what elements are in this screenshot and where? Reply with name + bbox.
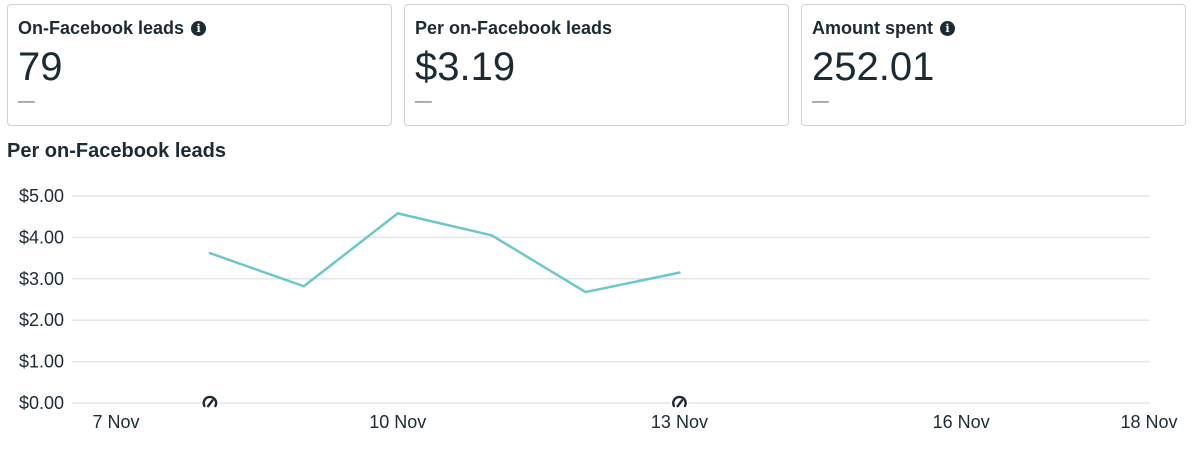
- data-point: [208, 251, 212, 255]
- series-line: [208, 212, 681, 294]
- x-tick-label: 10 Nov: [369, 412, 426, 432]
- metric-comparison: ––: [812, 93, 829, 110]
- y-tick-label: $1.00: [19, 352, 64, 372]
- metric-card-title: Amount spent i: [812, 17, 1175, 39]
- metric-card-cost-per-lead[interactable]: Per on-Facebook leads $3.19 ––: [404, 4, 789, 126]
- x-tick-label: 16 Nov: [933, 412, 990, 432]
- x-tick-label: 7 Nov: [92, 412, 139, 432]
- metric-card-title: On-Facebook leads i: [18, 17, 381, 39]
- y-tick-label: $3.00: [19, 269, 64, 289]
- metric-comparison: ––: [18, 93, 35, 110]
- metric-title-text: Amount spent: [812, 17, 933, 38]
- metric-card-title: Per on-Facebook leads: [415, 17, 778, 39]
- info-icon[interactable]: i: [191, 20, 207, 36]
- metric-title-text: Per on-Facebook leads: [415, 17, 613, 38]
- y-tick-label: $4.00: [19, 227, 64, 247]
- metric-card-leads[interactable]: On-Facebook leads i 79 ––: [7, 4, 392, 126]
- data-point: [396, 212, 399, 215]
- metric-value: 79: [18, 45, 63, 89]
- metric-value: $3.19: [415, 45, 516, 89]
- y-tick-label: $2.00: [19, 310, 64, 330]
- edit-marker-icon[interactable]: [670, 394, 689, 412]
- data-point: [678, 271, 681, 274]
- edit-marker-icon[interactable]: [200, 394, 219, 412]
- x-tick-label: 18 Nov: [1120, 412, 1177, 432]
- metric-value: 252.01: [812, 45, 935, 89]
- y-tick-label: $5.00: [19, 186, 64, 206]
- x-tick-label: 13 Nov: [651, 412, 708, 432]
- y-tick-label: $0.00: [19, 393, 64, 413]
- data-point: [490, 234, 493, 237]
- metric-card-amount-spent[interactable]: Amount spent i 252.01 ––: [801, 4, 1186, 126]
- chart-title: Per on-Facebook leads: [7, 140, 226, 162]
- metric-title-text: On-Facebook leads: [18, 17, 185, 38]
- data-point: [584, 290, 587, 294]
- data-point: [302, 285, 306, 288]
- info-icon[interactable]: i: [940, 20, 955, 36]
- metric-comparison: ––: [415, 93, 432, 110]
